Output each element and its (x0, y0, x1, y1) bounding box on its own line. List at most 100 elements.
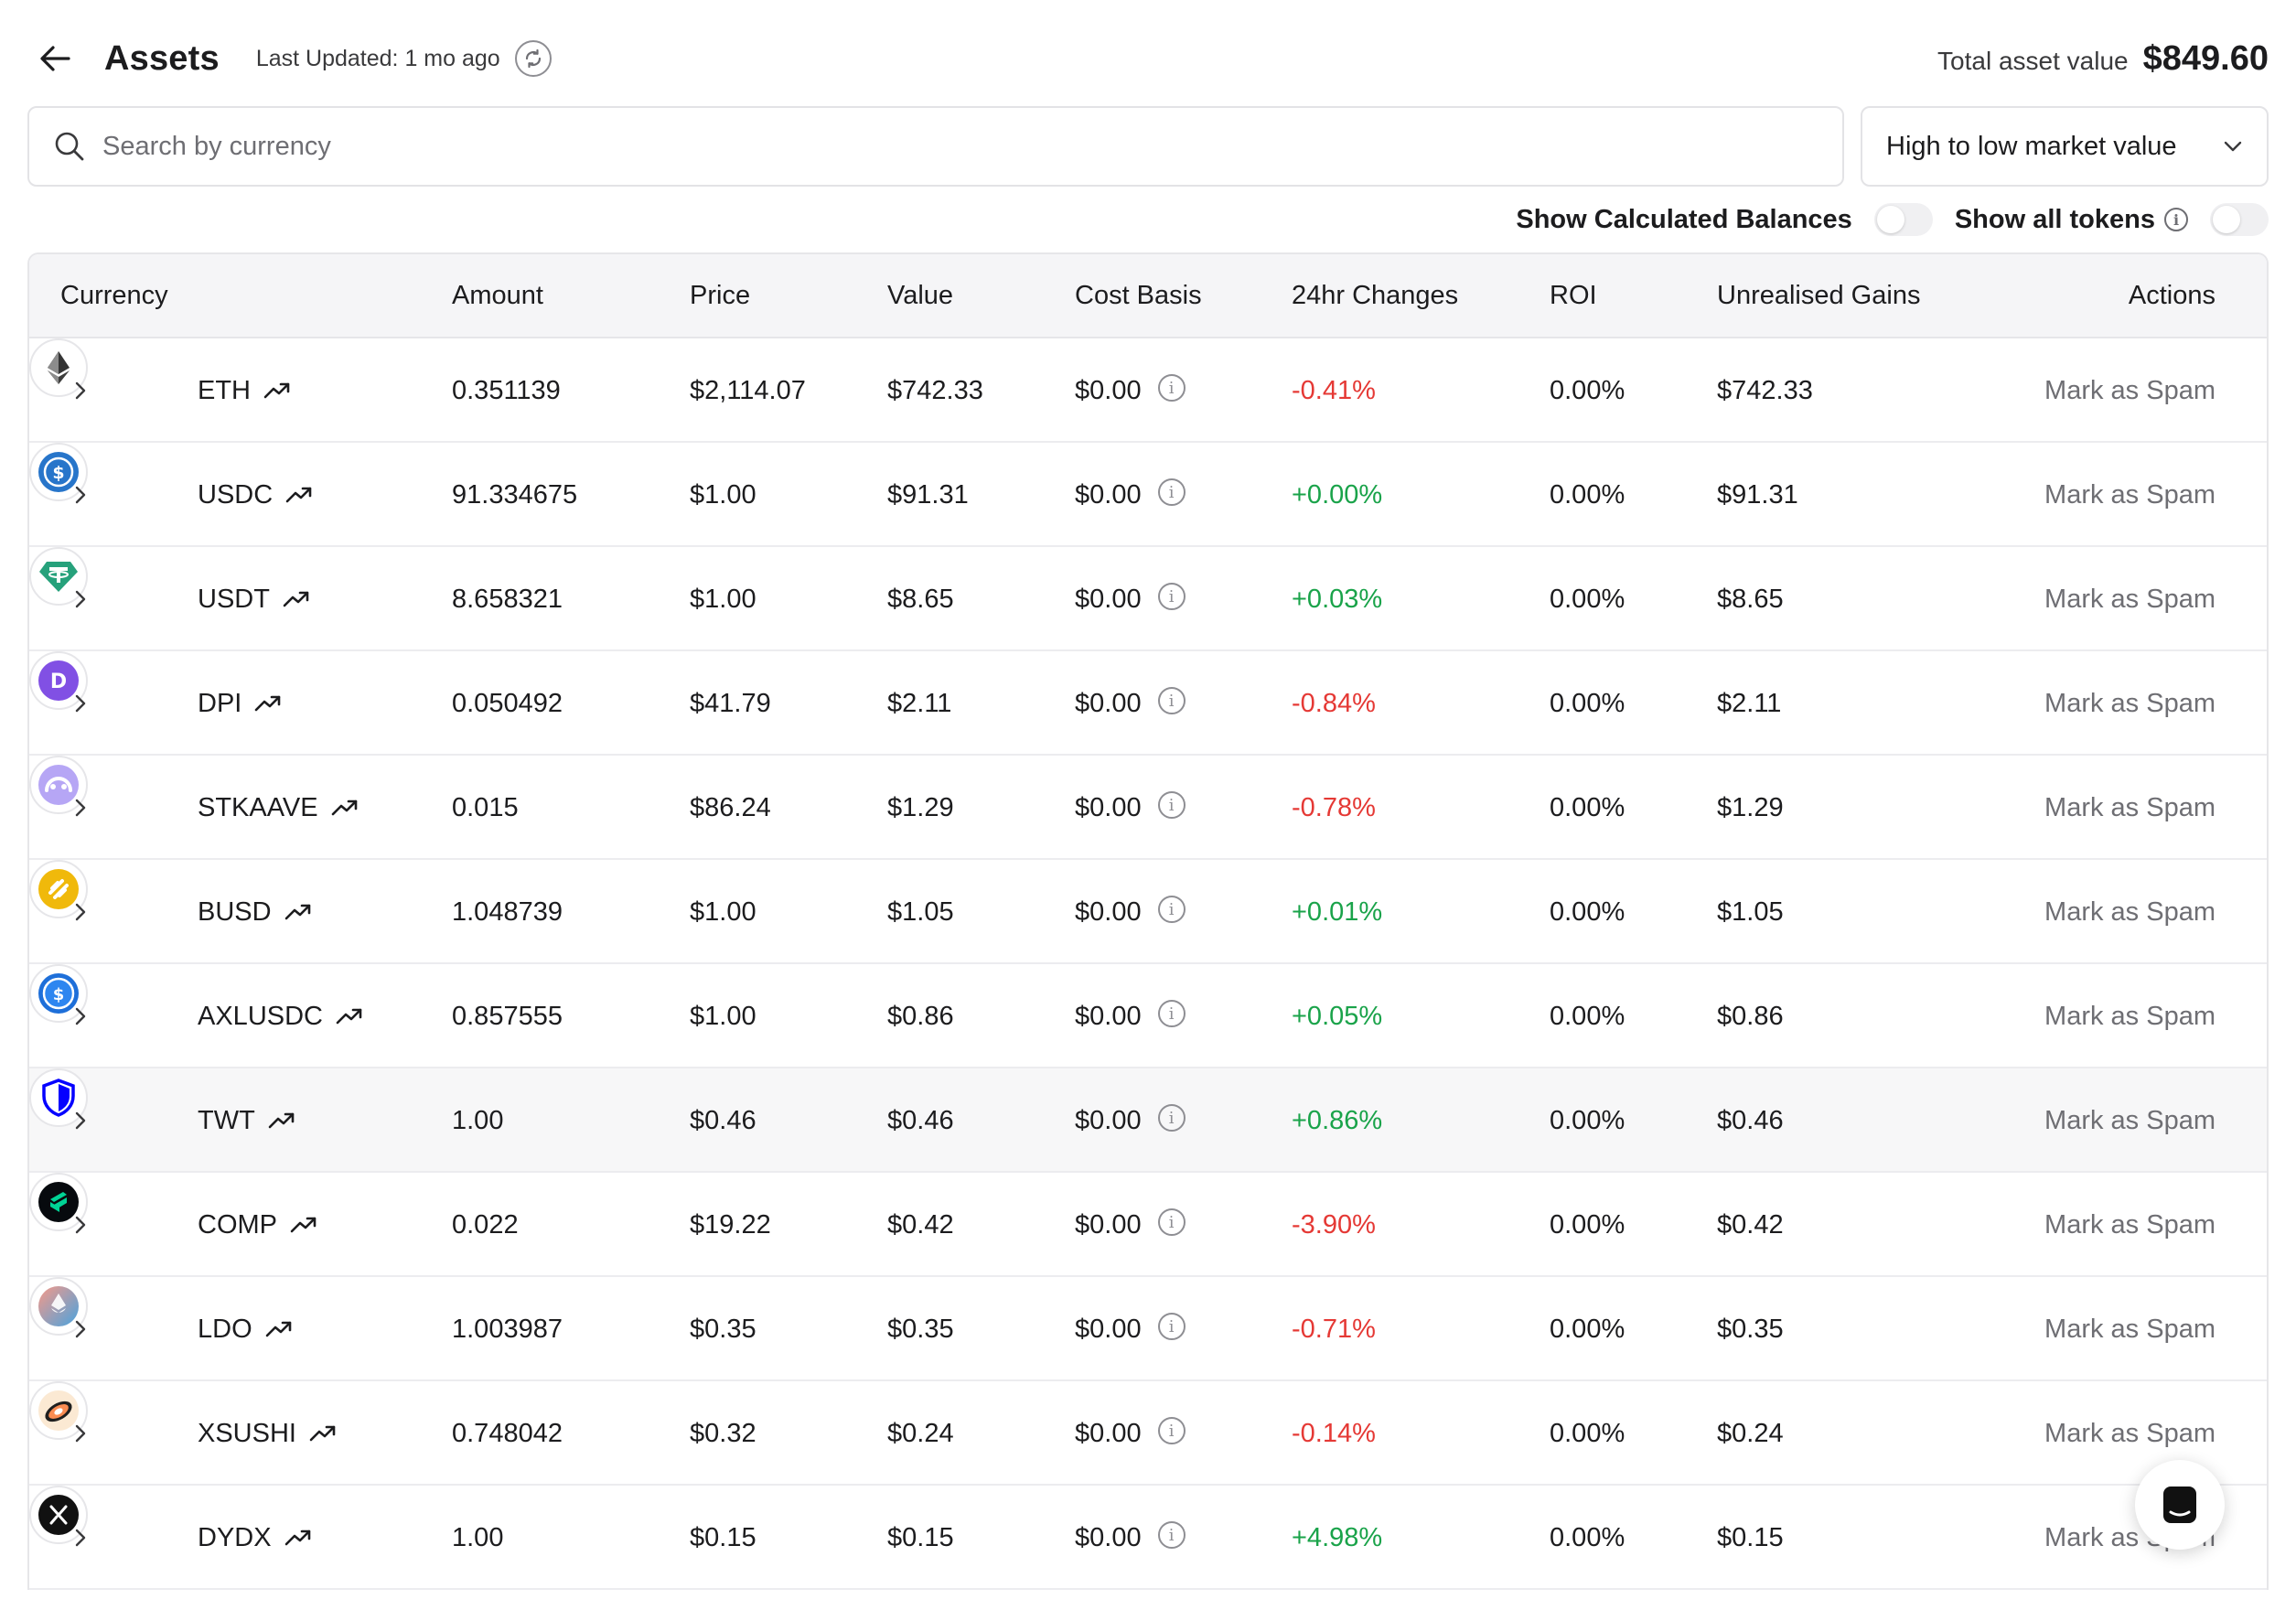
currency-symbol[interactable]: ETH (198, 375, 251, 405)
info-icon[interactable]: i (1157, 583, 1186, 610)
all-tokens-toggle[interactable] (2210, 203, 2269, 236)
info-icon[interactable]: i (2164, 208, 2188, 231)
currency-symbol[interactable]: COMP (198, 1209, 277, 1240)
info-icon[interactable]: i (1157, 1104, 1186, 1132)
trend-up-icon[interactable] (309, 1424, 337, 1443)
expand-row-button[interactable] (62, 964, 99, 1068)
column-unrealised-gains[interactable]: Unrealised Gains (1717, 280, 1921, 310)
expand-row-button[interactable] (62, 651, 99, 756)
expand-row-button[interactable] (62, 1277, 99, 1381)
expand-row-button[interactable] (62, 860, 99, 964)
refresh-button[interactable] (514, 40, 552, 77)
change-24h-cell: +0.05% (1292, 1001, 1383, 1031)
table-row[interactable]: USDT 8.658321 $1.00 $8.65 $0.00 i +0.03% 0.00% $… (29, 547, 2267, 651)
all-tokens-label: Show all tokens (1954, 204, 2155, 234)
table-row[interactable]: COMP 0.022 $19.22 $0.42 $0.00 i -3.90% 0.00% $0.… (29, 1173, 2267, 1277)
currency-symbol[interactable]: AXLUSDC (198, 1001, 323, 1031)
table-row[interactable]: DYDX 1.00 $0.15 $0.15 $0.00 i +4.98% 0.00% $0.15… (29, 1486, 2267, 1590)
mark-as-spam-button[interactable]: Mark as Spam (2044, 896, 2216, 927)
mark-as-spam-button[interactable]: Mark as Spam (2044, 1314, 2216, 1344)
column-currency[interactable]: Currency (60, 280, 168, 310)
table-row[interactable]: STKAAVE 0.015 $86.24 $1.29 $0.00 i -0.78% 0.00%… (29, 756, 2267, 860)
table-row[interactable]: LDO 1.003987 $0.35 $0.35 $0.00 i -0.71% 0.00% $0… (29, 1277, 2267, 1381)
info-icon[interactable]: i (1157, 1313, 1186, 1340)
expand-row-button[interactable] (62, 1381, 99, 1486)
info-icon[interactable]: i (1157, 478, 1186, 506)
column-value[interactable]: Value (887, 280, 954, 310)
table-row[interactable]: $ AXLUSDC 0.857555 $1.00 $0.86 $0.00 i +0.05% 0.… (29, 964, 2267, 1068)
mark-as-spam-button[interactable]: Mark as Spam (2044, 1105, 2216, 1135)
roi-cell: 0.00% (1550, 584, 1625, 614)
mark-as-spam-button[interactable]: Mark as Spam (2044, 584, 2216, 614)
column-24hr-changes[interactable]: 24hr Changes (1292, 280, 1459, 310)
expand-row-button[interactable] (62, 1173, 99, 1277)
cost-basis-cell: $0.00 i (1075, 443, 1186, 547)
currency-symbol[interactable]: XSUSHI (198, 1418, 296, 1448)
trend-up-icon[interactable] (254, 694, 282, 713)
search-input[interactable] (102, 131, 1713, 162)
sort-dropdown[interactable]: High to low market value (1861, 106, 2269, 187)
expand-row-button[interactable] (62, 443, 99, 547)
info-icon[interactable]: i (1157, 687, 1186, 714)
info-icon[interactable]: i (1157, 791, 1186, 819)
value-cell: $742.33 (887, 375, 983, 405)
trend-up-icon[interactable] (336, 1007, 363, 1025)
expand-row-button[interactable] (62, 547, 99, 651)
trend-up-icon[interactable] (290, 1216, 317, 1234)
column-cost-basis[interactable]: Cost Basis (1075, 280, 1202, 310)
info-icon[interactable]: i (1157, 1521, 1186, 1549)
trend-up-icon[interactable] (265, 1320, 293, 1338)
trend-up-icon[interactable] (284, 1529, 312, 1547)
calculated-balances-toggle[interactable] (1873, 203, 1933, 236)
cost-basis-value: $0.00 (1075, 584, 1142, 614)
table-row[interactable]: XSUSHI 0.748042 $0.32 $0.24 $0.00 i -0.14% 0.00… (29, 1381, 2267, 1486)
mark-as-spam-button[interactable]: Mark as Spam (2044, 479, 2216, 510)
chat-support-button[interactable] (2135, 1460, 2225, 1550)
column-amount[interactable]: Amount (452, 280, 543, 310)
mark-as-spam-button[interactable]: Mark as Spam (2044, 1418, 2216, 1448)
trend-up-icon[interactable] (331, 799, 359, 817)
cost-basis-cell: $0.00 i (1075, 756, 1186, 860)
currency-symbol[interactable]: DYDX (198, 1522, 272, 1552)
mark-as-spam-button[interactable]: Mark as Spam (2044, 1001, 2216, 1031)
table-row[interactable]: D DPI 0.050492 $41.79 $2.11 $0.00 i -0.84% 0.00%… (29, 651, 2267, 756)
expand-row-button[interactable] (62, 1068, 99, 1173)
roi-cell: 0.00% (1550, 479, 1625, 510)
table-row[interactable]: $ USDC 91.334675 $1.00 $91.31 $0.00 i +0.00% 0.0… (29, 443, 2267, 547)
currency-symbol[interactable]: USDT (198, 584, 270, 614)
table-row[interactable]: ETH 0.351139 $2,114.07 $742.33 $0.00 i -0.41% 0… (29, 338, 2267, 443)
info-icon[interactable]: i (1157, 1208, 1186, 1236)
chevron-right-icon (74, 902, 87, 922)
trend-up-icon[interactable] (268, 1111, 295, 1130)
currency-symbol[interactable]: BUSD (198, 896, 272, 927)
info-icon[interactable]: i (1157, 1000, 1186, 1027)
trend-up-icon[interactable] (263, 381, 291, 400)
expand-row-button[interactable] (62, 756, 99, 860)
currency-symbol[interactable]: STKAAVE (198, 792, 318, 822)
mark-as-spam-button[interactable]: Mark as Spam (2044, 792, 2216, 822)
search-box[interactable] (27, 106, 1844, 187)
value-cell: $0.15 (887, 1522, 954, 1552)
column-roi[interactable]: ROI (1550, 280, 1597, 310)
trend-up-icon[interactable] (283, 590, 310, 608)
expand-row-button[interactable] (62, 338, 99, 443)
info-icon[interactable]: i (1157, 896, 1186, 923)
page-title: Assets (104, 38, 220, 78)
table-row[interactable]: TWT 1.00 $0.46 $0.46 $0.00 i +0.86% 0.00% $0.46 M… (29, 1068, 2267, 1173)
mark-as-spam-button[interactable]: Mark as Spam (2044, 1209, 2216, 1240)
table-row[interactable]: BUSD 1.048739 $1.00 $1.05 $0.00 i +0.01% 0.00% $… (29, 860, 2267, 964)
currency-symbol[interactable]: DPI (198, 688, 242, 718)
mark-as-spam-button[interactable]: Mark as Spam (2044, 375, 2216, 405)
currency-symbol[interactable]: LDO (198, 1314, 252, 1344)
trend-up-icon[interactable] (285, 486, 313, 504)
currency-symbol[interactable]: TWT (198, 1105, 255, 1135)
expand-row-button[interactable] (62, 1486, 99, 1590)
back-button[interactable] (33, 37, 77, 80)
trend-up-icon[interactable] (284, 903, 312, 921)
info-icon[interactable]: i (1157, 1417, 1186, 1444)
value-cell: $1.05 (887, 896, 954, 927)
mark-as-spam-button[interactable]: Mark as Spam (2044, 688, 2216, 718)
column-price[interactable]: Price (690, 280, 751, 310)
info-icon[interactable]: i (1157, 374, 1186, 402)
currency-symbol[interactable]: USDC (198, 479, 274, 510)
